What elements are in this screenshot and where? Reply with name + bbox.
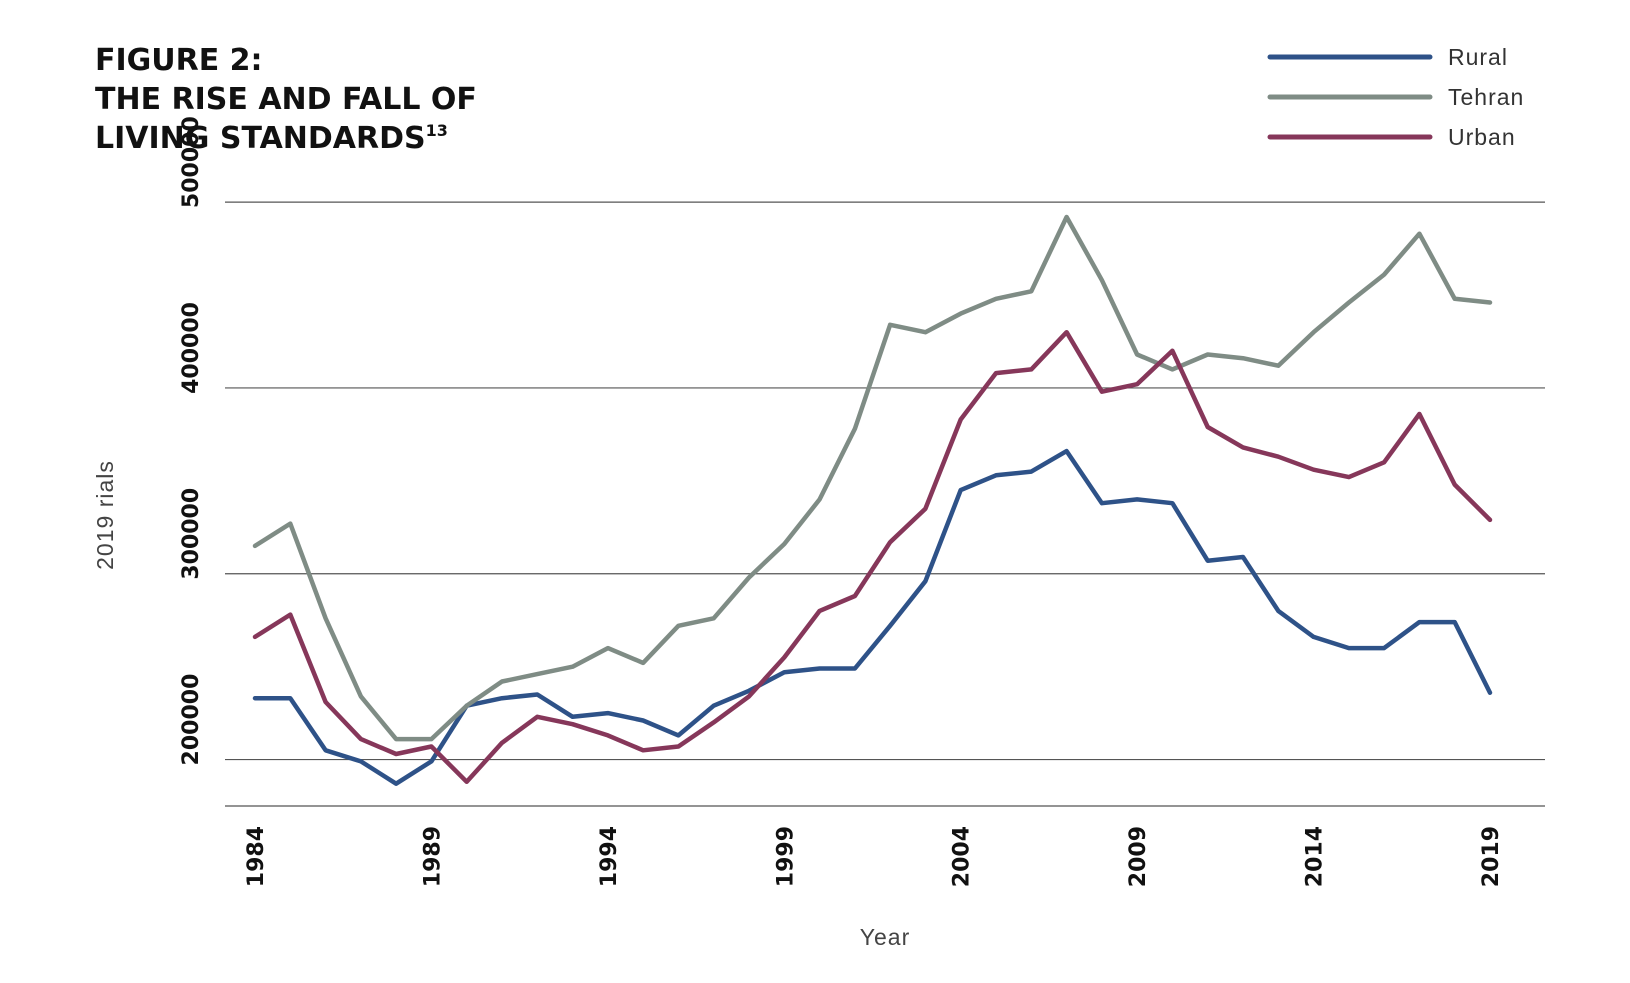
y-tick-label: 200000 xyxy=(179,674,204,766)
series-line-rural xyxy=(252,448,1493,786)
x-tick-label: 1989 xyxy=(420,826,445,887)
x-tick-label: 2019 xyxy=(1479,826,1504,887)
legend: Rural Tehran Urban xyxy=(1267,44,1524,150)
legend-label-tehran: Tehran xyxy=(1448,84,1524,110)
legend-label-rural: Rural xyxy=(1448,44,1508,70)
gridlines xyxy=(225,201,1545,807)
x-axis-title: Year xyxy=(860,924,910,950)
x-tick-labels: 1984 1989 1994 1999 2004 2009 2014 2019 xyxy=(244,826,1504,887)
x-tick-label: 2009 xyxy=(1126,826,1151,887)
title-line-2: THE RISE AND FALL OF xyxy=(95,82,477,117)
legend-label-urban: Urban xyxy=(1448,124,1516,150)
series-line-urban xyxy=(252,329,1493,785)
chart-title: FIGURE 2: THE RISE AND FALL OF LIVING ST… xyxy=(95,43,477,156)
series-line-tehran xyxy=(252,214,1493,742)
y-tick-label: 300000 xyxy=(179,488,204,580)
title-line-3-text: LIVING STANDARDS xyxy=(95,121,426,156)
x-tick-label: 1999 xyxy=(773,826,798,887)
x-tick-label: 2004 xyxy=(950,826,975,887)
y-tick-label: 500000 xyxy=(179,116,204,208)
y-tick-labels: 200000 300000 400000 500000 xyxy=(179,116,204,765)
title-line-3: LIVING STANDARDS13 xyxy=(95,121,448,156)
series-lines xyxy=(252,214,1493,786)
title-superscript: 13 xyxy=(426,121,448,140)
title-line-1: FIGURE 2: xyxy=(95,43,263,78)
x-tick-label: 1984 xyxy=(244,826,269,887)
x-tick-label: 1994 xyxy=(597,826,622,887)
y-axis-title: 2019 rials xyxy=(92,460,118,570)
x-tick-label: 2014 xyxy=(1303,826,1328,887)
y-tick-label: 400000 xyxy=(179,302,204,394)
